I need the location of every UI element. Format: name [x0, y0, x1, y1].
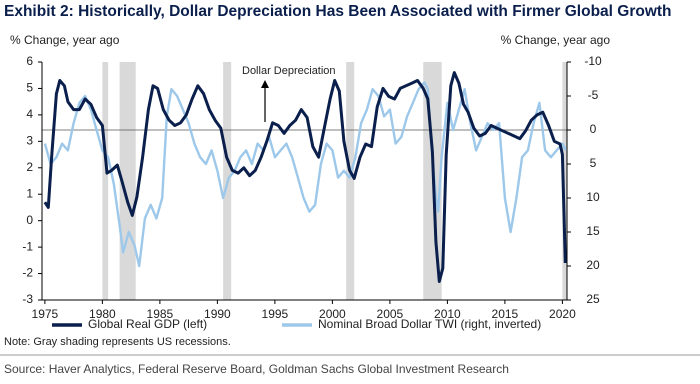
- recession-band: [102, 62, 109, 300]
- x-tick-label: 1980: [89, 307, 116, 321]
- y2-tick-label: -10: [584, 54, 602, 68]
- annotation: Dollar Depreciation: [242, 65, 336, 77]
- y-axis-title: % Change, year ago: [10, 33, 120, 47]
- y-tick-label: -1: [22, 239, 33, 253]
- y-tick-label: 1: [26, 186, 33, 200]
- x-tick-label: 2010: [434, 307, 461, 321]
- y-tick-label: 4: [26, 107, 33, 121]
- y2-tick-label: -5: [588, 88, 599, 102]
- annotation-arrowhead: [261, 80, 269, 88]
- y2-tick-label: 25: [586, 292, 600, 306]
- y2-tick-label: 20: [586, 258, 600, 272]
- x-tick-label: 1985: [147, 307, 174, 321]
- y2-axis-title: % Change, year ago: [501, 33, 611, 47]
- note: Note: Gray shading represents US recessi…: [4, 336, 231, 348]
- y2-tick-label: 0: [590, 122, 597, 136]
- x-tick-label: 2005: [377, 307, 404, 321]
- x-tick-label: 1975: [32, 307, 59, 321]
- y-tick-label: 3: [26, 134, 33, 148]
- x-tick-label: 1990: [204, 307, 231, 321]
- y2-tick-label: 5: [590, 156, 597, 170]
- x-tick-label: 2015: [492, 307, 519, 321]
- chart-title: Exhibit 2: Historically, Dollar Deprecia…: [4, 3, 672, 20]
- recession-band: [346, 62, 355, 300]
- legend-label: Nominal Broad Dollar TWI (right, inverte…: [318, 317, 541, 331]
- y-tick-label: 6: [26, 54, 33, 68]
- y-tick-label: -2: [22, 266, 33, 280]
- y2-tick-label: 15: [586, 224, 600, 238]
- x-tick-label: 1995: [262, 307, 289, 321]
- y2-tick-label: 10: [586, 190, 600, 204]
- legend-label: Global Real GDP (left): [88, 317, 207, 331]
- y-tick-label: 5: [26, 81, 33, 95]
- x-tick-label: 2000: [319, 307, 346, 321]
- series-line: [43, 81, 567, 268]
- series-line: [43, 71, 567, 283]
- source: Source: Haver Analytics, Federal Reserve…: [4, 362, 509, 376]
- y-tick-label: 2: [26, 160, 33, 174]
- recession-band: [562, 62, 567, 300]
- y-tick-label: -3: [22, 292, 33, 306]
- x-tick-label: 2020: [549, 307, 576, 321]
- y-tick-label: 0: [26, 213, 33, 227]
